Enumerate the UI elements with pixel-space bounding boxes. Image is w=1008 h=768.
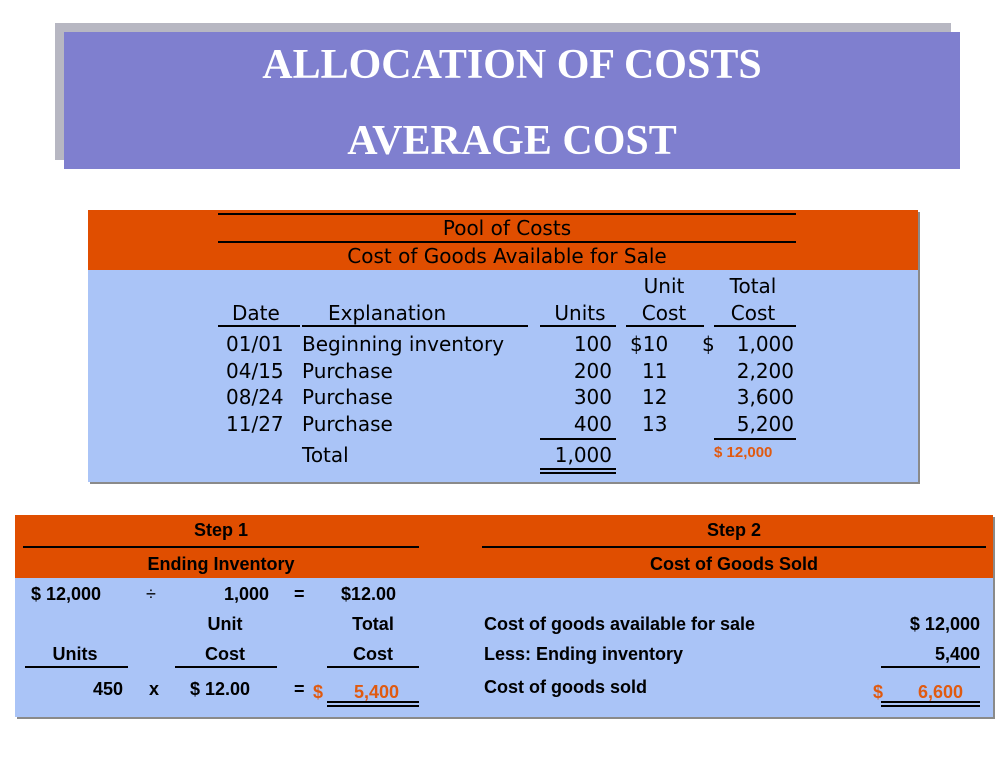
rule [218,325,300,327]
rule [327,666,419,668]
col-date: Date [232,301,280,325]
steps-body [15,578,993,717]
title-line-1: ALLOCATION OF COSTS [262,42,762,88]
row-date: 04/15 [226,359,284,383]
step2-line3-label: Cost of goods sold [484,677,647,697]
rule [714,438,796,440]
row-explanation: Purchase [302,412,393,436]
row-total-cost: 1,000 [736,332,794,356]
divide-sign: ÷ [146,584,156,604]
step1-calc-total: $ 12,000 [31,584,102,604]
step1-unit-cost-value: $ 12.00 [190,679,251,699]
col-total-cost-2: Cost [730,301,776,325]
steps-table: Step 1 Ending Inventory Step 2 Cost of G… [15,515,993,717]
step2-line2-value: 5,400 [934,644,980,664]
row-unit-cost: 12 [642,385,668,409]
rule [540,438,616,440]
col-total-cost-1: Total [729,274,777,298]
rule [25,666,128,668]
row-total-cost: 3,600 [736,385,794,409]
row-total-cost: 5,200 [736,412,794,436]
col-units: Units [554,301,606,325]
rule [540,472,616,474]
step1-heading: Step 1 [193,520,249,540]
col-unit-cost-2: Cost [641,301,687,325]
pool-heading: Pool of Costs [442,216,572,240]
title-line-2: AVERAGE COST [347,118,677,164]
row-explanation: Beginning inventory [302,332,505,356]
step2-subheading: Cost of Goods Sold [650,554,818,574]
step1-units-value: 450 [92,679,123,699]
row-explanation: Purchase [302,385,393,409]
rule [218,213,796,215]
row-units: 100 [573,332,612,356]
row-date: 08/24 [226,385,284,409]
rule [327,701,419,703]
row-unit-cost: 11 [642,359,668,383]
rule [218,241,796,243]
total-cost-value: $ 12,000 [714,444,773,461]
step1-col-total-1: Total [352,614,394,634]
row-unit-cost: 13 [642,412,668,436]
times-sign: x [149,679,160,699]
row-total-cost: 2,200 [736,359,794,383]
step2-line1-label: Cost of goods available for sale [484,614,756,634]
equals-sign: = [294,584,305,604]
row-units: 400 [573,412,612,436]
rule [482,546,986,548]
step2-heading: Step 2 [706,520,762,540]
step1-calc-result: $12.00 [341,584,397,604]
equals-sign: = [294,679,305,699]
row-explanation: Purchase [302,359,393,383]
step1-col-unit-cost-2: Cost [205,644,245,664]
step2-line3-dollar: $ [873,682,884,702]
step1-result-value: 5,400 [353,682,399,702]
rule [175,666,277,668]
row-unit-cost: $10 [630,332,669,356]
rule [714,325,796,327]
rule [881,701,980,703]
total-units: 1,000 [554,443,612,467]
rule [327,705,419,707]
pool-of-costs-table: Pool of Costs Cost of Goods Available fo… [88,210,918,482]
rule [23,546,419,548]
row-dollar: $ [702,332,715,356]
row-units: 300 [573,385,612,409]
step1-calc-units: 1,000 [223,584,269,604]
rule [881,705,980,707]
rule [540,468,616,470]
step1-col-total-2: Cost [353,644,393,664]
rule [302,325,528,327]
total-label: Total [302,443,349,467]
row-units: 200 [573,359,612,383]
row-date: 11/27 [226,412,284,436]
col-explanation: Explanation [328,301,447,325]
col-unit-cost-1: Unit [643,274,685,298]
pool-subheading: Cost of Goods Available for Sale [347,244,667,268]
step2-line3-value: 6,600 [917,682,963,702]
pool-body [88,270,918,482]
step1-result-dollar: $ [313,682,324,702]
step1-col-unit-cost-1: Unit [207,614,243,634]
step2-line2-label: Less: Ending inventory [484,644,684,664]
rule [626,325,704,327]
step1-subheading: Ending Inventory [147,554,295,574]
rule [881,666,980,668]
step2-line1-value: $ 12,000 [909,614,980,634]
row-date: 01/01 [226,332,284,356]
title-banner: ALLOCATION OF COSTS AVERAGE COST [64,32,960,169]
step1-col-units: Units [52,644,98,664]
rule [540,325,616,327]
pool-header [88,210,918,270]
